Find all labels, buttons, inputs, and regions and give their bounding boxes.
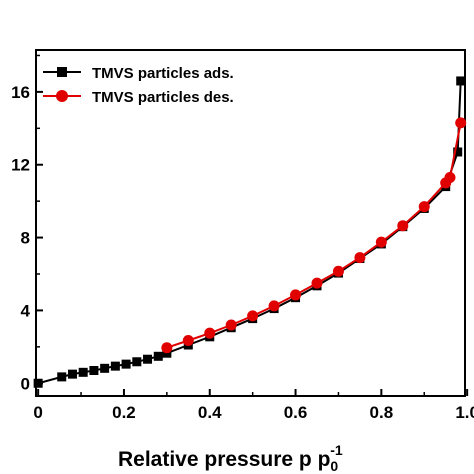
- y-tick-label: 8: [21, 229, 30, 248]
- x-tick-label: 1.0: [455, 403, 474, 422]
- series-line-ads: [37, 80, 462, 385]
- y-axis: 0 4 8 12 16: [11, 54, 43, 393]
- x-axis-title-main: Relative pressure p p: [118, 448, 330, 471]
- data-point-des: [182, 334, 194, 346]
- data-point-ads: [78, 367, 88, 377]
- legend-label-des: TMVS particles des.: [92, 89, 234, 106]
- data-point-ads: [143, 354, 153, 364]
- data-point-ads: [132, 357, 142, 367]
- x-axis-title: Relative pressure p p0-1: [118, 442, 343, 474]
- x-tick-label: 0.8: [370, 403, 394, 422]
- legend-entry-ads: TMVS particles ads.: [43, 65, 234, 82]
- legend-label-ads: TMVS particles ads.: [92, 65, 234, 82]
- y-tick-label: 16: [11, 83, 30, 102]
- data-point-ads: [33, 378, 43, 388]
- legend: TMVS particles ads. TMVS particles des.: [43, 65, 234, 106]
- data-point-des: [455, 117, 467, 129]
- data-point-ads: [57, 372, 67, 382]
- x-tick-label: 0.4: [198, 403, 222, 422]
- plot-area: 0 0.2 0.4 0.6 0.8 1.0 0 4 8 12 16: [11, 49, 474, 422]
- data-point-des: [225, 319, 237, 331]
- plot-frame: [35, 49, 466, 397]
- series-line-des: [166, 122, 462, 349]
- y-tick-label: 4: [21, 301, 31, 320]
- data-point-ads: [121, 359, 131, 369]
- data-point-ads: [67, 369, 77, 379]
- series-layer: [33, 76, 467, 388]
- legend-marker-ads: [57, 67, 67, 77]
- x-axis: 0 0.2 0.4 0.6 0.8 1.0: [33, 389, 474, 422]
- data-point-des: [204, 327, 216, 339]
- legend-marker-des: [56, 90, 68, 102]
- data-point-des: [375, 236, 387, 248]
- data-point-des: [444, 171, 456, 183]
- data-point-des: [397, 220, 409, 232]
- x-axis-title-superscript: -1: [330, 442, 343, 458]
- data-point-ads: [453, 147, 463, 157]
- x-tick-label: 0.6: [284, 403, 308, 422]
- data-point-des: [354, 252, 366, 264]
- y-tick-label: 0: [21, 374, 30, 393]
- x-tick-label: 0.2: [112, 403, 136, 422]
- data-point-ads: [89, 366, 99, 376]
- data-point-des: [418, 201, 430, 213]
- data-point-ads: [456, 76, 466, 86]
- x-tick-label: 0: [33, 403, 42, 422]
- data-point-ads: [153, 351, 163, 361]
- data-point-ads: [100, 363, 110, 373]
- data-point-des: [332, 265, 344, 277]
- data-point-des: [161, 342, 173, 354]
- x-axis-title-subscript: 0: [330, 458, 338, 474]
- legend-entry-des: TMVS particles des.: [43, 89, 234, 106]
- data-point-des: [247, 310, 259, 322]
- data-point-ads: [110, 361, 120, 371]
- y-tick-label: 12: [11, 156, 30, 175]
- data-point-des: [290, 289, 302, 301]
- data-point-des: [311, 277, 323, 289]
- data-point-des: [268, 300, 280, 312]
